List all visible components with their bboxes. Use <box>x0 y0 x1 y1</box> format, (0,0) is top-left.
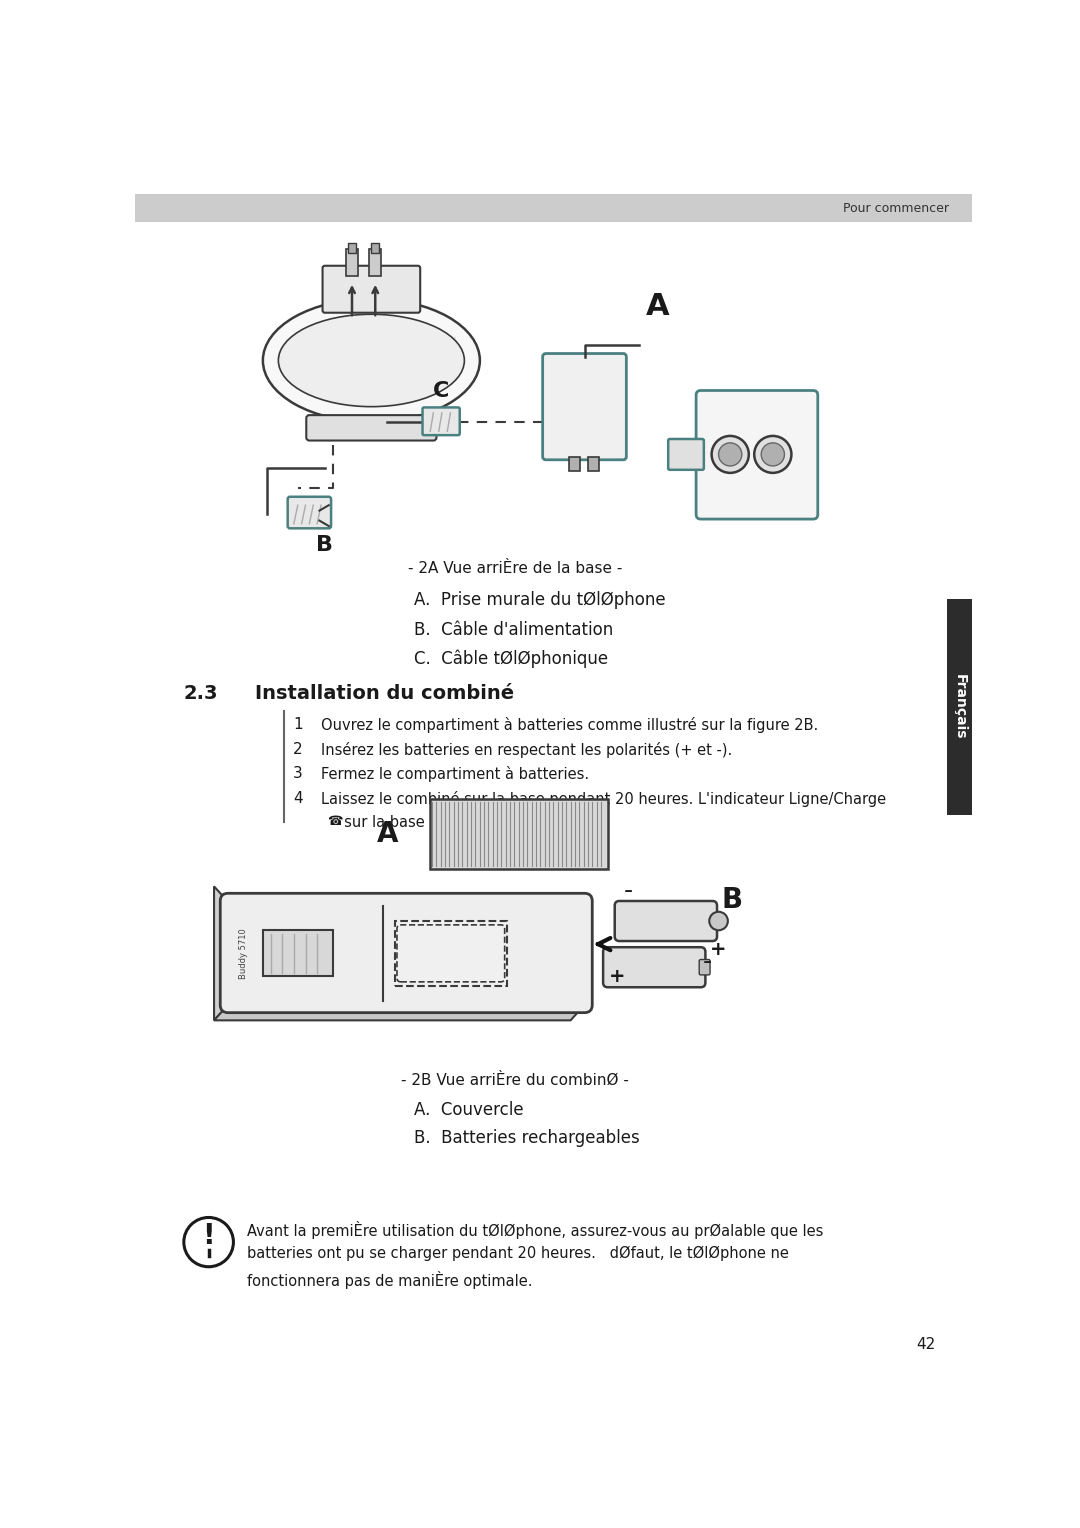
FancyBboxPatch shape <box>615 902 717 941</box>
Text: - 2B Vue arriÈre du combinØ -: - 2B Vue arriÈre du combinØ - <box>401 1073 629 1088</box>
Text: - 2A Vue arriÈre de la base -: - 2A Vue arriÈre de la base - <box>407 561 622 576</box>
Text: Insérez les batteries en respectant les polarités (+ et -).: Insérez les batteries en respectant les … <box>321 741 732 758</box>
Text: fonctionnera pas de maniÈre optimale.: fonctionnera pas de maniÈre optimale. <box>247 1271 532 1288</box>
Text: Fermez le compartiment à batteries.: Fermez le compartiment à batteries. <box>321 766 589 782</box>
FancyBboxPatch shape <box>220 894 592 1013</box>
Circle shape <box>718 443 742 466</box>
Text: B: B <box>316 535 334 555</box>
Text: A: A <box>646 292 670 321</box>
FancyBboxPatch shape <box>307 416 436 440</box>
Bar <box>394 921 507 986</box>
Bar <box>348 243 356 252</box>
Text: +: + <box>609 967 625 987</box>
Text: B.  Câble d'alimentation: B. Câble d'alimentation <box>414 620 613 639</box>
Ellipse shape <box>262 299 480 422</box>
Text: -: - <box>624 879 633 903</box>
Text: B: B <box>721 886 742 914</box>
Text: 2: 2 <box>293 741 302 756</box>
Text: batteries ont pu se charger pendant 20 heures.   dØfaut, le tØlØphone ne: batteries ont pu se charger pendant 20 h… <box>247 1245 789 1261</box>
FancyBboxPatch shape <box>603 947 705 987</box>
Bar <box>346 249 359 275</box>
Bar <box>589 457 599 471</box>
Text: Français: Français <box>953 674 967 740</box>
FancyBboxPatch shape <box>699 960 710 975</box>
FancyBboxPatch shape <box>697 391 818 520</box>
Text: Buddy 5710: Buddy 5710 <box>239 927 248 979</box>
Text: 3: 3 <box>293 766 302 781</box>
Text: Installation du combiné: Installation du combiné <box>255 685 514 703</box>
Text: +: + <box>711 940 727 960</box>
Ellipse shape <box>279 315 464 406</box>
Text: sur la base s'allume.: sur la base s'allume. <box>321 814 496 830</box>
Text: B.  Batteries rechargeables: B. Batteries rechargeables <box>414 1129 639 1148</box>
Circle shape <box>710 912 728 931</box>
Circle shape <box>712 435 748 472</box>
Polygon shape <box>214 1005 584 1021</box>
Text: !: ! <box>202 1222 215 1250</box>
Bar <box>430 799 608 868</box>
Circle shape <box>754 435 792 472</box>
Text: 1: 1 <box>293 717 302 732</box>
Bar <box>372 243 379 252</box>
Text: A.  Couvercle: A. Couvercle <box>414 1102 524 1118</box>
Text: A: A <box>377 821 399 848</box>
Text: Avant la premiÈre utilisation du tØlØphone, assurez-vous au prØalable que les: Avant la premiÈre utilisation du tØlØpho… <box>247 1221 824 1239</box>
Bar <box>135 194 972 222</box>
FancyBboxPatch shape <box>422 408 460 435</box>
Text: 42: 42 <box>916 1337 935 1352</box>
Text: ☎: ☎ <box>327 814 342 828</box>
Bar <box>262 931 333 976</box>
Text: Laissez le combiné sur la base pendant 20 heures. L'indicateur Ligne/Charge: Laissez le combiné sur la base pendant 2… <box>321 792 886 807</box>
Circle shape <box>761 443 784 466</box>
FancyBboxPatch shape <box>287 497 332 529</box>
Text: Pour commencer: Pour commencer <box>842 202 948 215</box>
Polygon shape <box>214 886 228 1021</box>
FancyBboxPatch shape <box>323 266 420 313</box>
FancyBboxPatch shape <box>669 439 704 469</box>
Bar <box>569 457 580 471</box>
Circle shape <box>184 1218 233 1267</box>
Bar <box>947 599 972 814</box>
Text: C: C <box>433 382 449 402</box>
FancyBboxPatch shape <box>542 353 626 460</box>
Bar <box>369 249 381 275</box>
Text: C.  Câble tØlØphonique: C. Câble tØlØphonique <box>414 649 608 668</box>
Text: 4: 4 <box>293 792 302 805</box>
Text: Ouvrez le compartiment à batteries comme illustré sur la figure 2B.: Ouvrez le compartiment à batteries comme… <box>321 717 819 733</box>
Text: 2.3: 2.3 <box>183 685 217 703</box>
Text: -: - <box>702 949 712 973</box>
Text: A.  Prise murale du tØlØphone: A. Prise murale du tØlØphone <box>414 591 665 610</box>
